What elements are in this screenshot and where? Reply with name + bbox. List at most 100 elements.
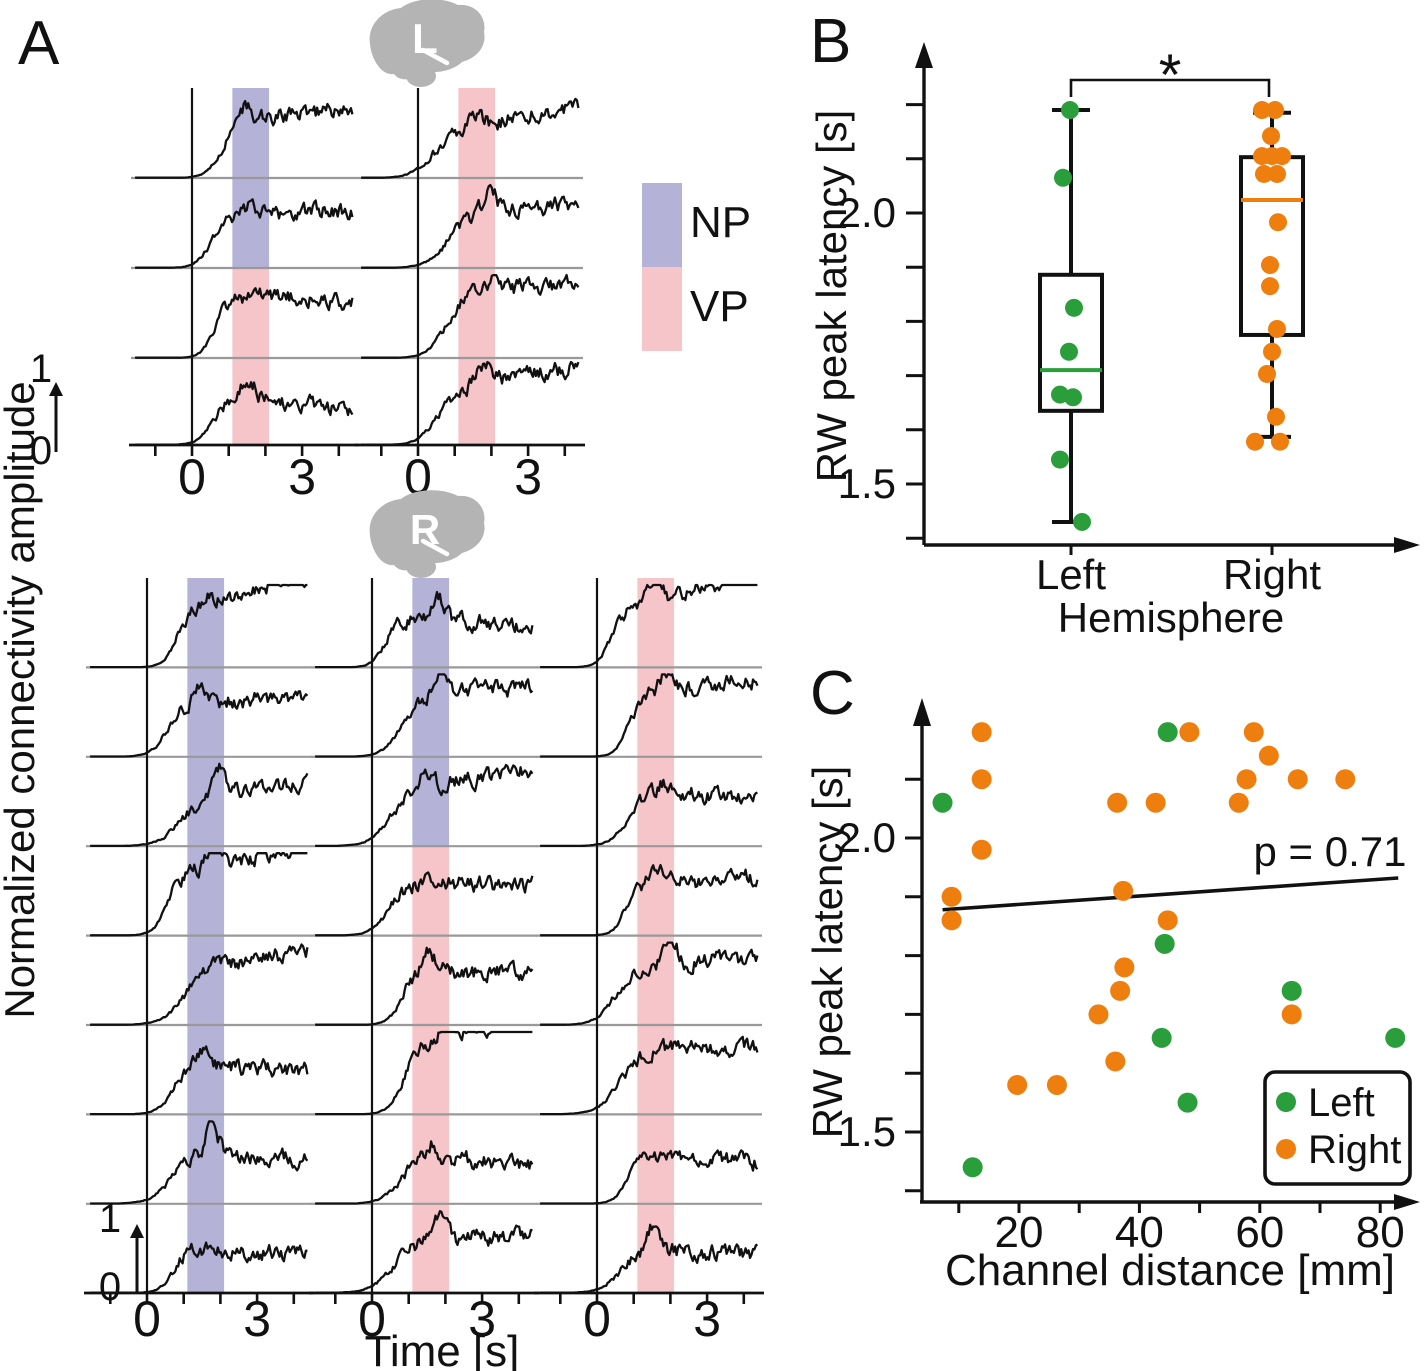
data-point-right — [1281, 1004, 1302, 1025]
vp-shade-band — [458, 88, 496, 445]
data-point-left — [1060, 342, 1078, 361]
connectivity-trace — [540, 1149, 759, 1205]
brain-hemisphere-letter: R — [410, 506, 440, 553]
x-tick-label: 80 — [1356, 1208, 1405, 1257]
panel-a-x-axis-label: Time [s] — [365, 1327, 520, 1371]
panel-b-x-axis-label: Hemisphere — [1058, 594, 1284, 641]
arrowhead-icon — [1394, 1194, 1420, 1210]
data-point-left — [1061, 101, 1079, 120]
y-tick-label: 1.5 — [838, 460, 896, 507]
connectivity-trace — [361, 97, 580, 179]
data-point-right — [1258, 364, 1276, 383]
iqr-box — [1239, 155, 1305, 337]
arrowhead-icon — [49, 382, 63, 396]
amplitude-scale-min: 0 — [99, 1265, 121, 1309]
legend-label-left: Left — [1308, 1081, 1375, 1125]
data-point-right — [1262, 127, 1280, 146]
data-point-right — [1243, 722, 1264, 743]
amplitude-scale-max: 1 — [30, 347, 52, 391]
data-point-left — [1177, 1092, 1198, 1113]
connectivity-trace — [90, 943, 309, 1026]
brain-silhouette — [369, 0, 485, 80]
data-point-right — [1266, 101, 1284, 120]
connectivity-trace — [315, 1140, 534, 1205]
arrowhead-icon — [913, 698, 931, 726]
legend-label-right: Right — [1308, 1128, 1401, 1172]
connectivity-trace — [90, 1120, 309, 1205]
data-point-left — [1073, 512, 1091, 531]
amplitude-scale: 10 — [99, 1197, 144, 1309]
x-tick-label: 3 — [288, 449, 316, 505]
connectivity-trace — [540, 941, 759, 1026]
x-tick-label: 3 — [514, 449, 542, 505]
data-point-right — [971, 839, 992, 860]
brain-stem — [406, 65, 436, 87]
panel-b-boxplot: 1.5 2.0 Left Right * — [838, 42, 1420, 598]
data-point-right — [1287, 769, 1308, 790]
data-point-left — [1064, 388, 1082, 407]
connectivity-trace — [135, 287, 354, 359]
arrowhead-icon — [130, 1224, 144, 1238]
data-point-right — [1258, 745, 1279, 766]
data-point-right — [1228, 792, 1249, 813]
connectivity-trace — [315, 1030, 533, 1116]
data-point-left — [1157, 722, 1178, 743]
vp-shade-band — [412, 846, 450, 1293]
data-point-left — [1281, 980, 1302, 1001]
connectivity-trace — [540, 1035, 759, 1116]
data-point-right — [1105, 1051, 1126, 1072]
data-point-right — [1114, 957, 1135, 978]
amplitude-scale: 10 — [30, 347, 63, 473]
panel-c-x-axis-label: Channel distance [mm] — [945, 1246, 1395, 1295]
data-point-right — [1246, 432, 1264, 451]
data-point-right — [1157, 910, 1178, 931]
x-tick-label: 20 — [995, 1208, 1044, 1257]
connectivity-trace — [540, 583, 758, 669]
x-tick-label: 3 — [693, 1291, 721, 1347]
panel-c-y-axis-label: RW peak latency [s] — [804, 766, 851, 1139]
data-point-right — [1273, 147, 1291, 166]
np-shade-band — [412, 578, 450, 847]
data-point-right — [1261, 256, 1279, 275]
x-tick-label: 0 — [133, 1291, 161, 1347]
x-tick-label: 0 — [358, 1291, 386, 1347]
category-label-right: Right — [1223, 551, 1321, 598]
connectivity-trace — [315, 946, 534, 1026]
data-point-right — [971, 769, 992, 790]
box-left — [1038, 101, 1104, 531]
data-point-right — [1253, 101, 1271, 120]
connectivity-trace — [315, 673, 534, 758]
connectivity-trace — [315, 871, 534, 937]
data-point-right — [1267, 407, 1285, 426]
panel-a-y-axis-label: Normalized connectivity amplitude — [0, 381, 43, 1018]
connectivity-trace — [135, 99, 354, 179]
x-tick-label: 0 — [178, 449, 206, 505]
amplitude-scale-min: 0 — [30, 429, 52, 473]
connectivity-trace — [90, 762, 309, 848]
p-value-label: p = 0.71 — [1254, 828, 1407, 875]
data-point-right — [1263, 342, 1281, 361]
brain-icon-l: L — [369, 0, 485, 87]
data-point-right — [1145, 792, 1166, 813]
data-point-left — [1054, 168, 1072, 187]
data-point-right — [1269, 213, 1287, 232]
brain-silhouette — [369, 490, 485, 571]
x-tick-label: 40 — [1115, 1208, 1164, 1257]
x-tick-label: 3 — [243, 1291, 271, 1347]
category-label-left: Left — [1036, 551, 1106, 598]
data-point-right — [1007, 1074, 1028, 1095]
brain-icon-r: R — [369, 490, 485, 578]
data-point-right — [1088, 1004, 1109, 1025]
scatter-series-left — [932, 722, 1406, 1178]
data-point-left — [932, 792, 953, 813]
connectivity-trace — [540, 673, 759, 758]
significance-bracket — [1069, 78, 1271, 97]
x-tick-label: 60 — [1235, 1208, 1284, 1257]
